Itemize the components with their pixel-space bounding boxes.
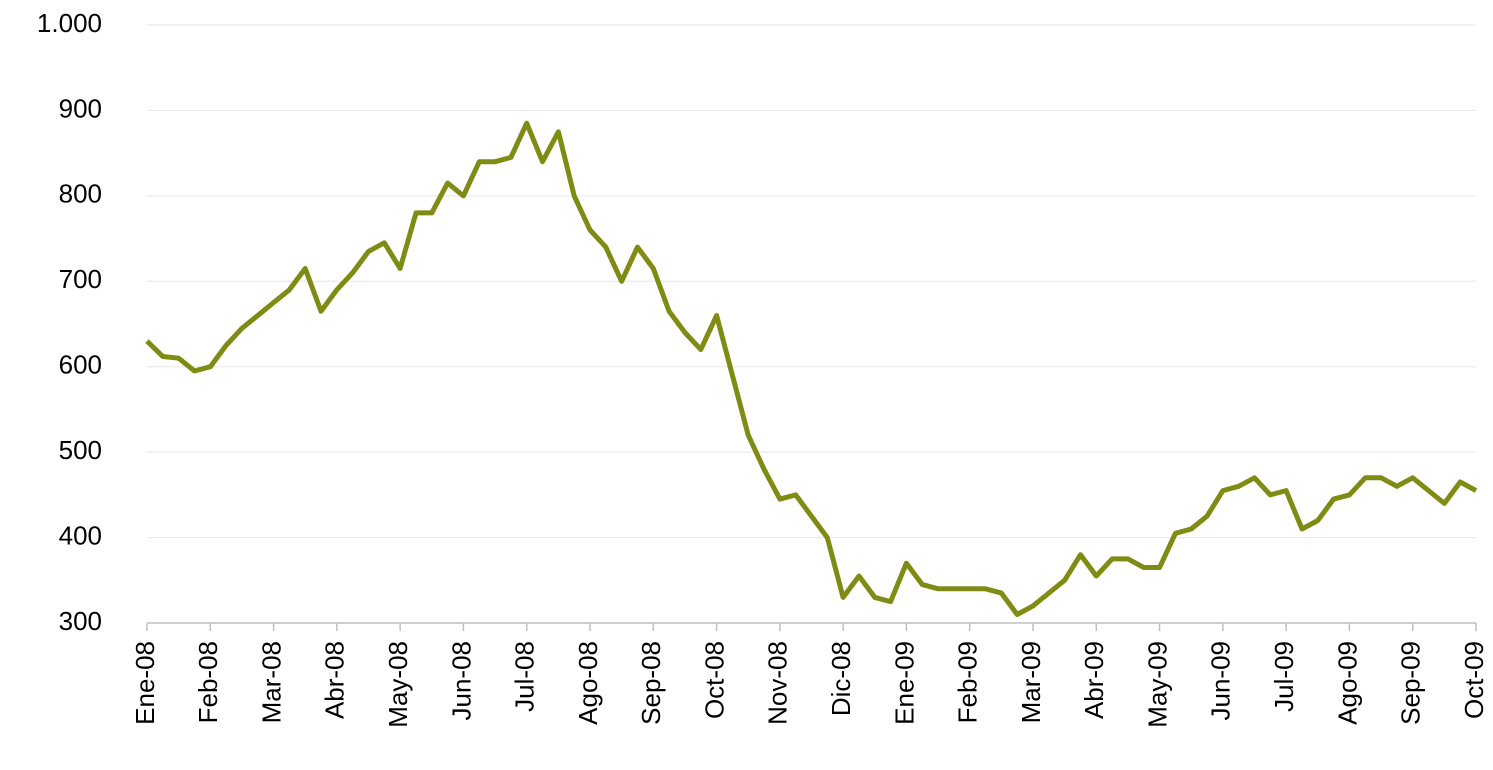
y-tick-label: 400 — [59, 520, 102, 550]
y-tick-label: 800 — [59, 179, 102, 209]
x-tick-label: Jun-09 — [1206, 641, 1236, 721]
x-tick-label: Jul-09 — [1269, 641, 1299, 712]
y-tick-label: 700 — [59, 264, 102, 294]
x-tick-label: Mar-09 — [1016, 641, 1046, 723]
x-tick-label: May-08 — [383, 641, 413, 728]
y-tick-label: 600 — [59, 350, 102, 380]
y-tick-label: 900 — [59, 93, 102, 123]
x-tick-label: Abr-09 — [1079, 641, 1109, 719]
x-tick-label: Abr-08 — [320, 641, 350, 719]
x-tick-label: Ago-08 — [573, 641, 603, 725]
x-tick-label: Oct-09 — [1459, 641, 1489, 719]
x-tick-label: Oct-08 — [699, 641, 729, 719]
x-tick-label: Feb-09 — [953, 641, 983, 723]
x-tick-label: Sep-08 — [636, 641, 666, 725]
x-tick-label: Feb-08 — [193, 641, 223, 723]
x-tick-label: Ene-09 — [889, 641, 919, 725]
x-tick-label: Jul-08 — [510, 641, 540, 712]
x-tick-label: Ene-08 — [130, 641, 160, 725]
x-tick-label: Ago-09 — [1332, 641, 1362, 725]
data-line — [145, 120, 1478, 617]
x-tick-label: Nov-08 — [763, 641, 793, 725]
x-tick-label: Mar-08 — [256, 641, 286, 723]
y-tick-label: 500 — [59, 435, 102, 465]
y-tick-label: 300 — [59, 606, 102, 636]
x-tick-label: Dic-08 — [826, 641, 856, 716]
x-tick-label: Sep-09 — [1396, 641, 1426, 725]
x-tick-label: Jun-08 — [446, 641, 476, 721]
y-tick-label: 1.000 — [37, 8, 102, 38]
x-tick-label: May-09 — [1142, 641, 1172, 728]
